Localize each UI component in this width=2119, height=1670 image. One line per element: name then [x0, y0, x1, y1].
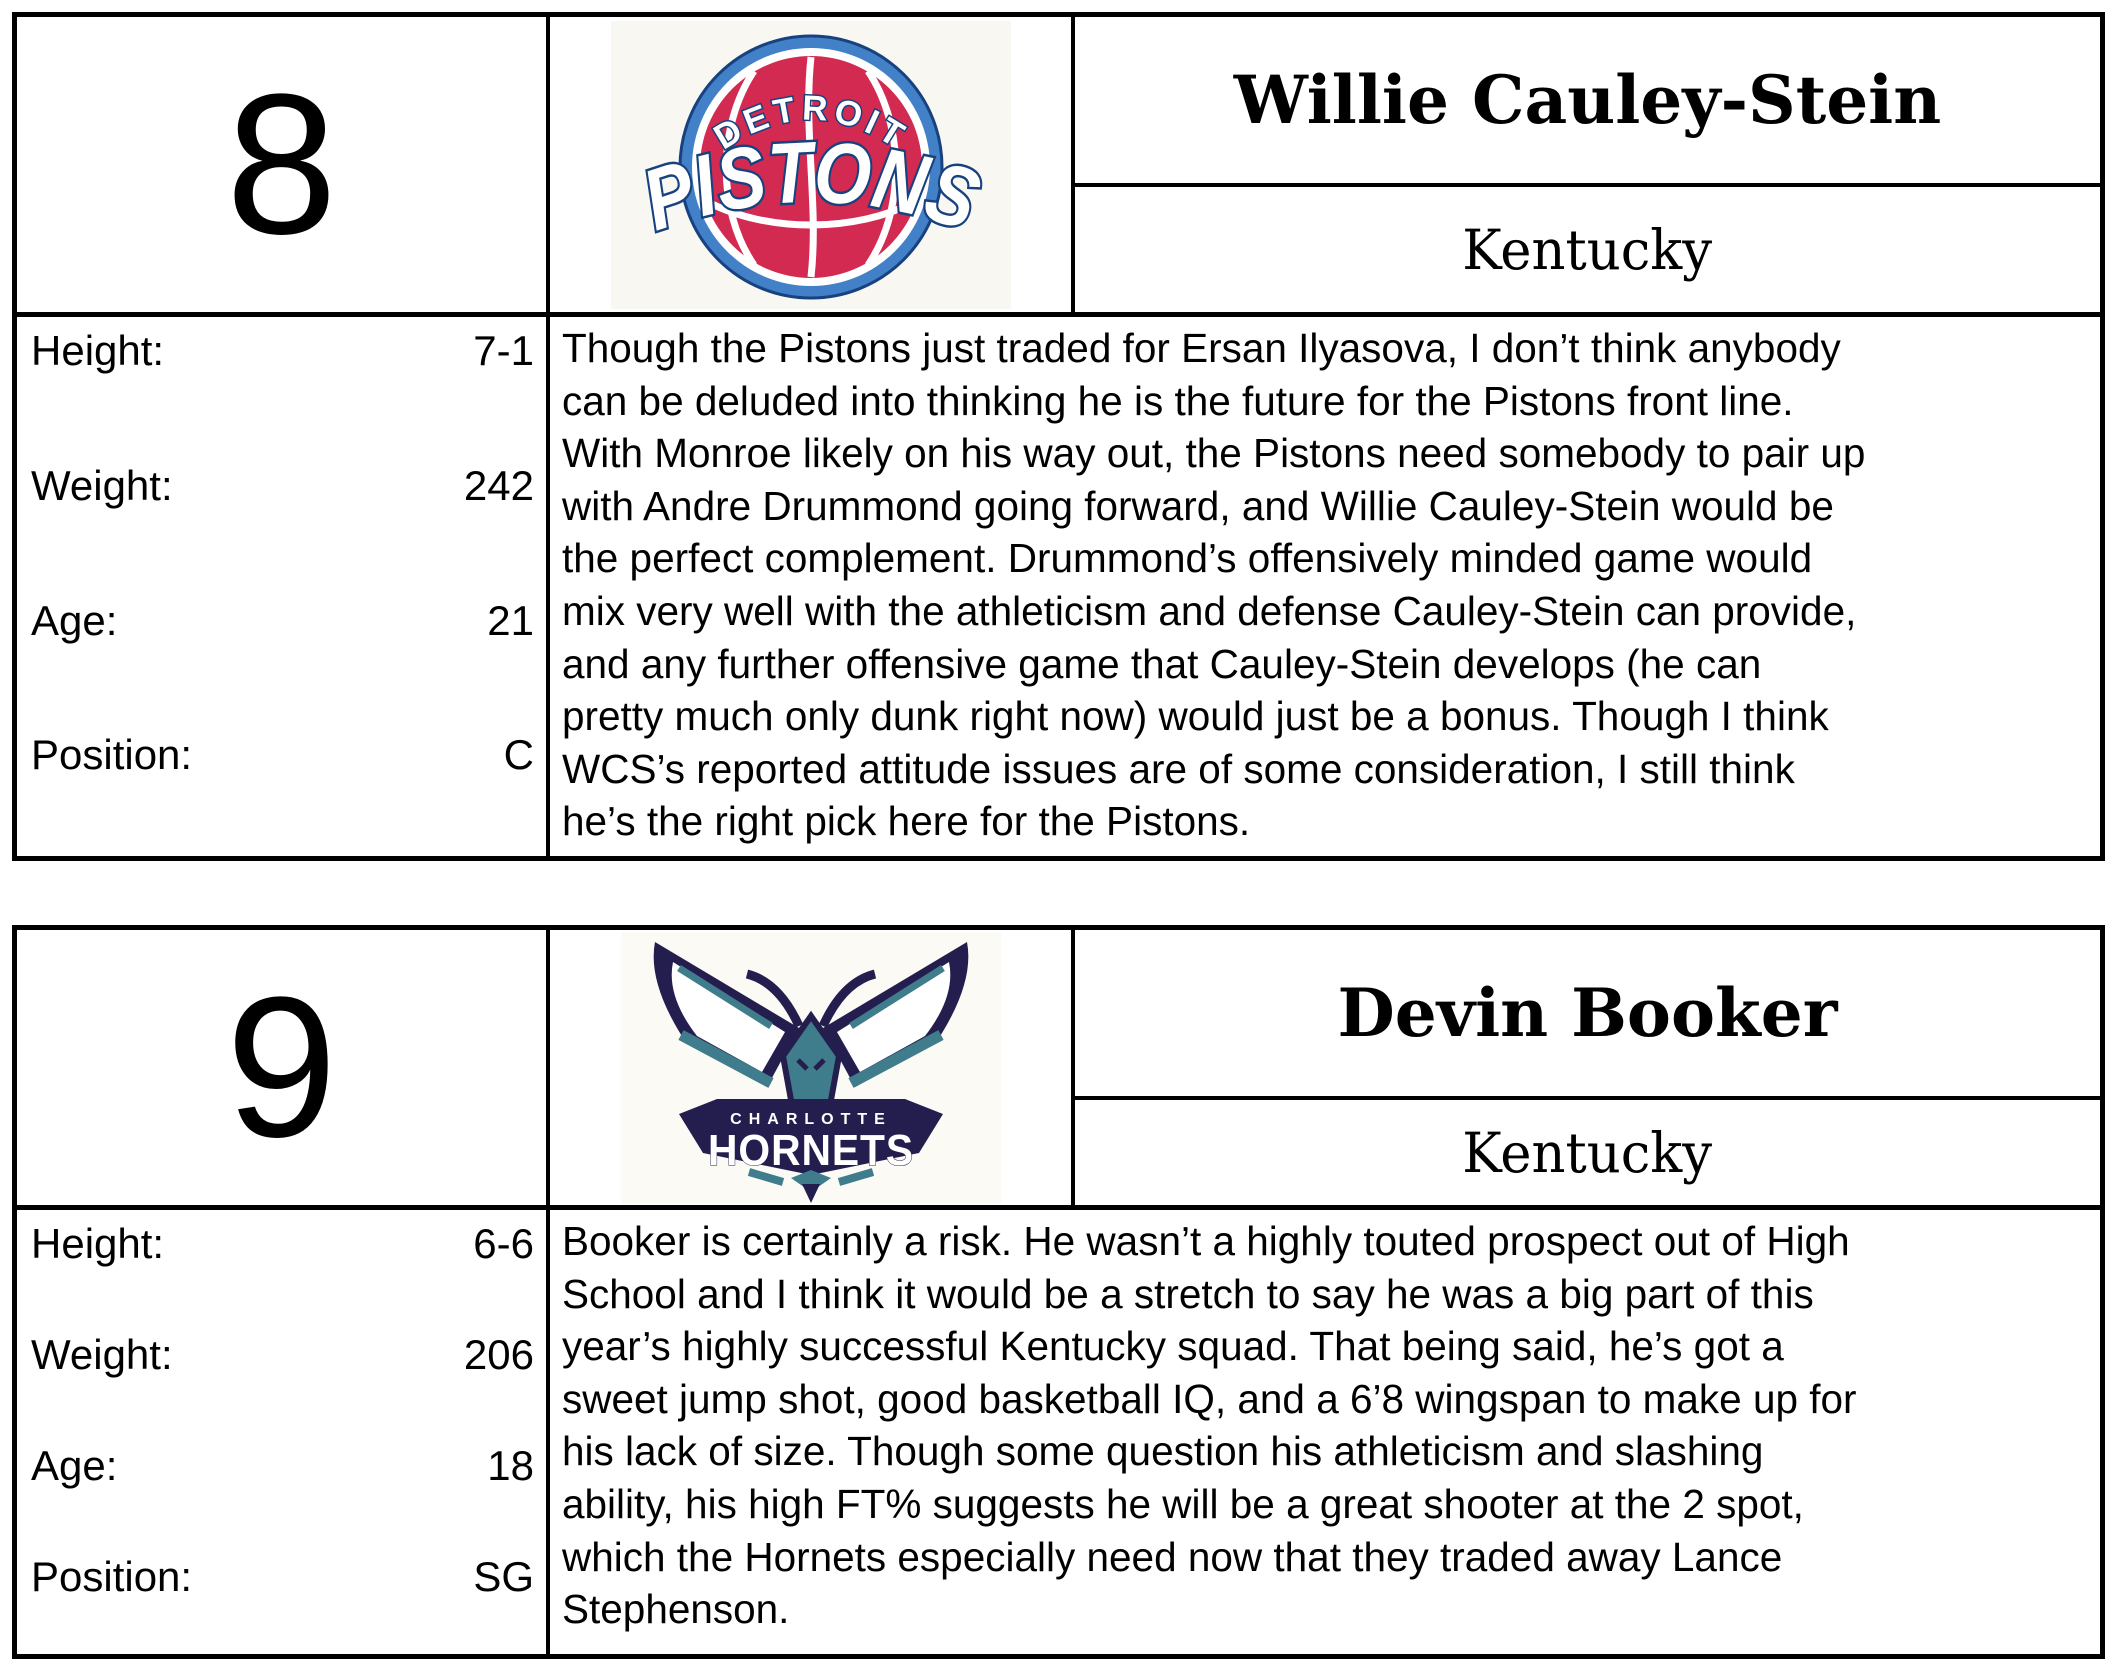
stats-cell: Height: 7-1 Weight: 242 Age: 21 Position… [17, 312, 550, 856]
stat-label: Position: [31, 1553, 193, 1600]
stat-row-height: Height: 7-1 [17, 317, 546, 452]
school-cell: Kentucky [1075, 1100, 2100, 1205]
pistons-logo-icon: DETROIT PISTONS [610, 20, 1011, 309]
school-name: Kentucky [1462, 1120, 1713, 1185]
stat-value: 206 [463, 1331, 534, 1378]
pick-number: 9 [225, 955, 338, 1179]
stat-row-weight: Weight: 206 [17, 1321, 546, 1432]
scouting-description: Though the Pistons just traded for Ersan… [550, 312, 2100, 856]
stat-label: Weight: [31, 461, 173, 509]
stat-row-age: Age: 21 [17, 587, 546, 722]
stat-label: Height: [31, 1220, 165, 1267]
player-name: Willie Cauley-Stein [1233, 61, 1942, 139]
pick-number-cell: 9 [17, 930, 550, 1205]
stat-label: Age: [31, 596, 118, 644]
stat-value: 7-1 [473, 327, 534, 374]
draft-pick-card-8: 8 DETROIT PISTONS [12, 12, 2105, 861]
stat-label: Age: [31, 1442, 118, 1489]
stat-row-height: Height: 6-6 [17, 1210, 546, 1321]
stat-value: 21 [487, 596, 534, 644]
scouting-description: Booker is certainly a risk. He wasn’t a … [550, 1205, 2100, 1654]
stat-row-position: Position: C [17, 721, 546, 856]
hornets-logo-icon: CHARLOTTE HORNETS [620, 931, 1001, 1204]
hornets-team-wordmark: HORNETS [708, 1126, 914, 1175]
player-name: Devin Booker [1337, 974, 1838, 1052]
stat-label: Position: [31, 731, 193, 779]
team-logo-cell: DETROIT PISTONS [550, 17, 1075, 312]
player-name-cell: Devin Booker [1075, 930, 2100, 1100]
school-name: Kentucky [1462, 217, 1713, 282]
stats-cell: Height: 6-6 Weight: 206 Age: 18 Position… [17, 1205, 550, 1654]
stat-value: 18 [487, 1442, 534, 1489]
pick-number: 8 [225, 52, 338, 276]
school-cell: Kentucky [1075, 187, 2100, 312]
draft-pick-card-9: 9 CHA [12, 925, 2105, 1659]
hornets-city-wordmark: CHARLOTTE [730, 1111, 892, 1128]
player-name-cell: Willie Cauley-Stein [1075, 17, 2100, 187]
stat-row-position: Position: SG [17, 1543, 546, 1654]
stat-row-weight: Weight: 242 [17, 452, 546, 587]
stat-value: SG [473, 1553, 534, 1600]
pick-number-cell: 8 [17, 17, 550, 312]
stat-value: C [503, 731, 534, 779]
stat-label: Weight: [31, 1331, 173, 1378]
stat-value: 242 [463, 461, 534, 509]
stat-label: Height: [31, 327, 165, 374]
stat-value: 6-6 [473, 1220, 534, 1267]
team-logo-cell: CHARLOTTE HORNETS [550, 930, 1075, 1205]
stat-row-age: Age: 18 [17, 1432, 546, 1543]
